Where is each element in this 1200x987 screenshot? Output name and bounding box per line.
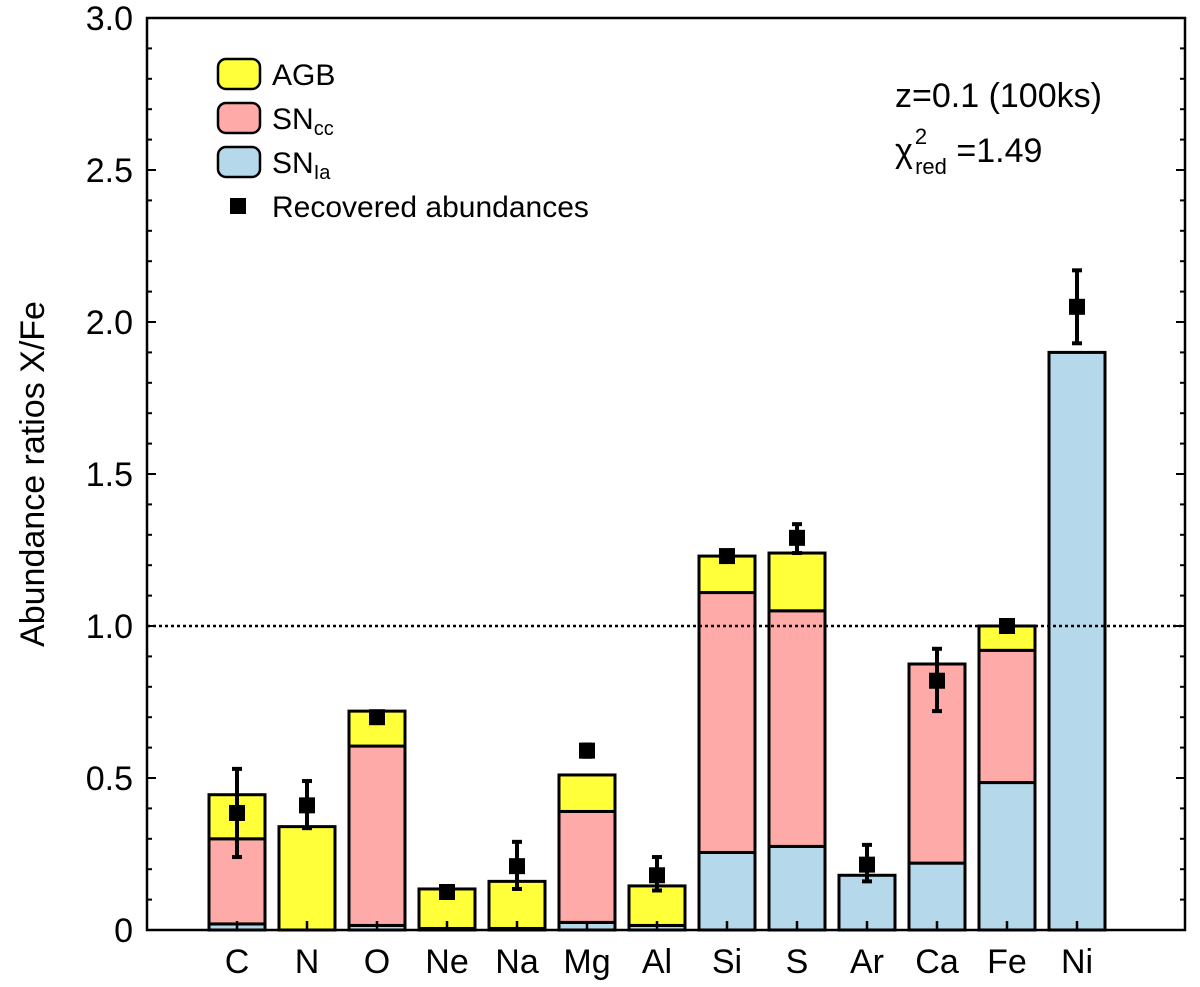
bar-agb-n (277, 825, 337, 932)
marker-na (509, 858, 525, 875)
x-tick-label: Ar (850, 943, 884, 981)
bar-snia-fe (977, 781, 1037, 932)
x-tick-label: Ni (1061, 943, 1093, 981)
x-tick-label: Fe (987, 943, 1027, 981)
legend-label-2: SNIa (272, 147, 331, 184)
x-tick-label: Al (642, 943, 672, 981)
y-tick-label: 2.5 (86, 152, 133, 190)
y-tick-label: 1.5 (86, 456, 133, 494)
y-tick-label: 1.0 (86, 608, 133, 646)
marker-s (789, 529, 805, 546)
x-tick-label: N (295, 943, 320, 981)
legend-subscript: cc (314, 118, 334, 140)
bar-agb-al (627, 884, 687, 927)
bars-layer (207, 350, 1107, 932)
annotation-redshift: z=0.1 (100ks) (895, 77, 1102, 115)
legend-text: SN (272, 103, 314, 136)
x-tick-label: S (786, 943, 809, 981)
legend-text: Recovered abundances (272, 191, 589, 224)
marker-al (649, 867, 665, 884)
bar-agb-mg (557, 773, 617, 813)
marker-ni (1069, 298, 1085, 315)
y-tick-label: 0.5 (86, 760, 133, 798)
marker-mg (579, 742, 595, 759)
bar-sncc-s (767, 609, 827, 848)
marker-o (369, 709, 385, 726)
legend-swatch-2 (216, 145, 262, 179)
marker-fe (999, 618, 1015, 634)
x-tick-label: Mg (563, 943, 610, 981)
bar-sncc-si (697, 591, 757, 854)
markers-layer (229, 268, 1085, 900)
legend-swatch-1 (216, 101, 262, 135)
bar-sncc-fe (977, 648, 1037, 785)
marker-ne (439, 884, 455, 900)
chi-sub: red (915, 154, 947, 179)
legend-subscript: Ia (314, 162, 332, 184)
legend-text: AGB (272, 59, 335, 92)
legend-label-3: Recovered abundances (272, 191, 589, 224)
y-tick-label: 2.0 (86, 304, 133, 342)
chi-symbol: χ (895, 132, 913, 170)
annotation-chi2: χ2 red =1.49 (895, 124, 1042, 179)
y-tick-label: 0 (114, 912, 133, 950)
marker-si (719, 548, 735, 565)
x-tick-label: Ne (425, 943, 468, 981)
marker-n (299, 797, 315, 814)
bar-snia-s (767, 844, 827, 932)
legend-swatch-0 (216, 57, 262, 91)
x-tick-label: Si (712, 943, 742, 981)
chi-value: =1.49 (947, 132, 1042, 170)
bar-snia-ca (907, 861, 967, 932)
legend-label-0: AGB (272, 59, 335, 92)
marker-ar (859, 856, 875, 873)
bar-agb-fe (977, 624, 1037, 652)
bar-sncc-mg (557, 809, 617, 924)
x-tick-label: Ca (915, 943, 959, 981)
bar-sncc-o (347, 744, 407, 927)
axis-ticks: C N O Ne Na Mg Al Si S Ar Ca Fe Ni 0 0.5 1.0 1.5 2.0 2.5 3.… (86, 0, 1185, 981)
x-tick-label: Na (495, 943, 539, 981)
x-tick-label: C (225, 943, 250, 981)
bar-agb-s (767, 551, 827, 613)
legend-label-1: SNcc (272, 103, 334, 140)
bar-snia-ni (1047, 350, 1107, 932)
y-axis-label: Abundance ratios X/Fe (14, 301, 52, 647)
marker-ca (929, 672, 945, 689)
legend-text: SN (272, 147, 314, 180)
y-tick-label: 3.0 (86, 0, 133, 38)
chi-sup: 2 (915, 124, 927, 149)
marker-c (229, 804, 245, 821)
x-tick-label: O (364, 943, 390, 981)
bar-snia-si (697, 850, 757, 932)
legend-marker (230, 198, 246, 214)
